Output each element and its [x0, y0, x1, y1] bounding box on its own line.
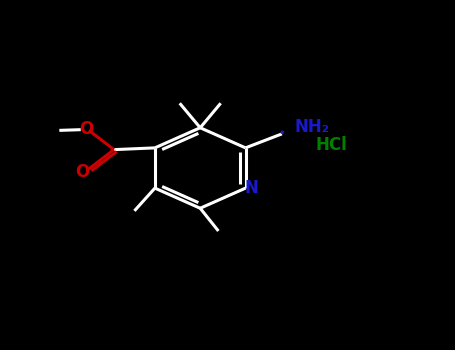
Text: O: O: [75, 163, 89, 181]
Text: NH₂: NH₂: [294, 118, 329, 136]
Text: HCl: HCl: [315, 136, 347, 154]
Text: O: O: [80, 120, 94, 138]
Text: N: N: [244, 179, 258, 197]
